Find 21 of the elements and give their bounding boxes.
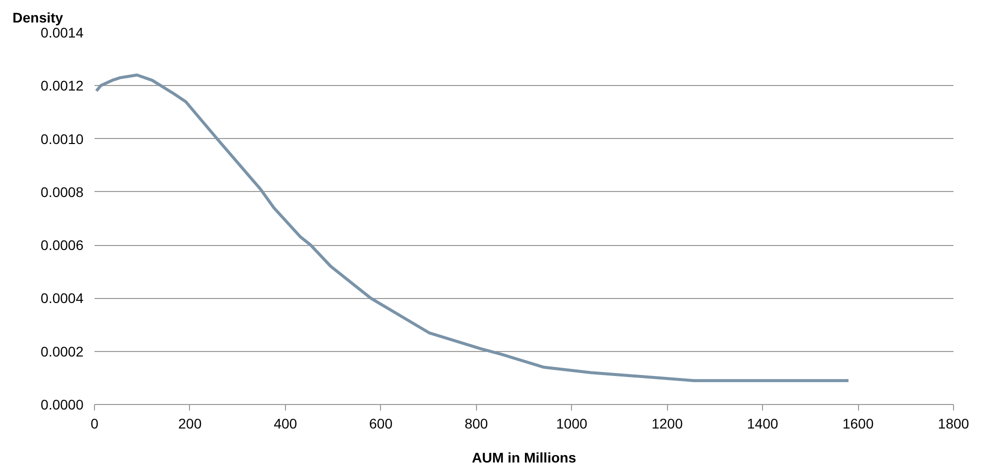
line-series — [94, 74, 850, 382]
y-tick-label: 0.0010 — [40, 130, 84, 147]
x-tick-label: 1600 — [842, 416, 874, 432]
y-tick-label: 0.0012 — [40, 78, 84, 94]
x-tick-label: 600 — [369, 416, 393, 432]
x-tick-label: 1800 — [938, 416, 970, 432]
x-tick-label: 1400 — [747, 416, 778, 432]
y-tick-label: 0.0004 — [40, 290, 84, 306]
y-tick-label: 0.0000 — [40, 396, 84, 412]
x-tick-label: 0 — [90, 416, 99, 432]
x-axis-title: AUM in Millions — [472, 450, 576, 466]
x-tick-label: 800 — [464, 416, 488, 432]
y-tick-label: 0.0008 — [40, 184, 84, 200]
x-tick-label: 1200 — [652, 416, 683, 432]
y-axis-title: Density — [12, 10, 64, 26]
x-tick-label: 200 — [178, 416, 202, 432]
y-tick-label: 0.0002 — [40, 343, 84, 360]
x-tick-label: 400 — [274, 416, 298, 432]
x-tick-label: 1000 — [556, 416, 588, 432]
y-tick-label: 0.0006 — [40, 237, 84, 254]
y-tick-label: 0.0014 — [40, 24, 84, 40]
